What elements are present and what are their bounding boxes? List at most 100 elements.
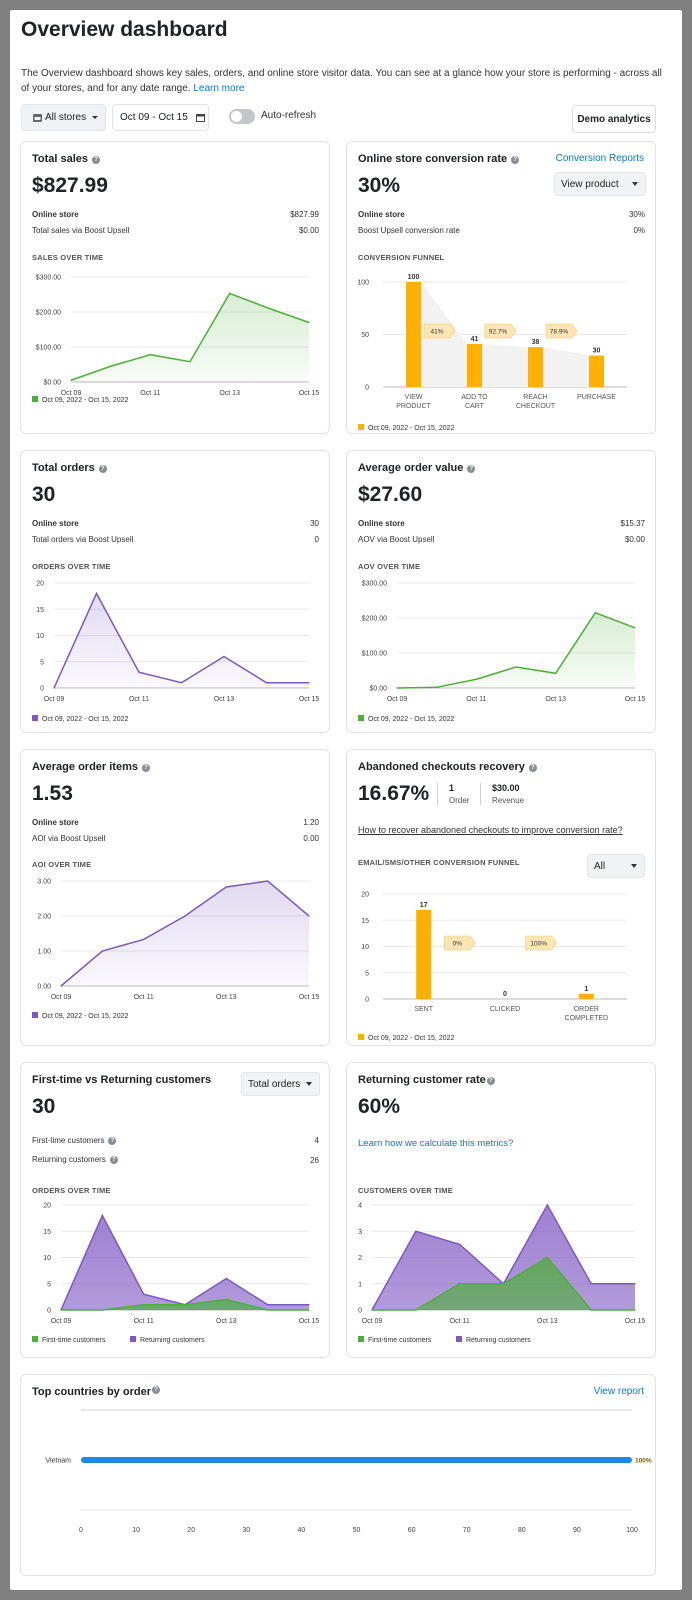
auto-refresh-toggle[interactable] [229, 109, 255, 124]
x-tick-label: 30 [242, 1527, 250, 1534]
x-tick-label: Oct 13 [219, 390, 240, 397]
data-point [149, 354, 151, 356]
aoi-over-time-chart: 0.00 1.00 2.00 3.00 Oct 09 Oct 11 Oct 13 Oct 15… [32, 879, 319, 1020]
store-select[interactable]: All stores [21, 104, 106, 131]
series-area [54, 593, 309, 688]
conversion-reports-link[interactable]: Conversion Reports [555, 153, 644, 164]
metric-label: Online store [32, 210, 79, 219]
x-tick-label: Oct 13 [545, 696, 566, 703]
y-tick-label: 15 [43, 1229, 51, 1236]
x-tick-label: Oct 15 [299, 1318, 320, 1325]
y-tick-label: 20 [43, 1203, 51, 1210]
auto-refresh-label: Auto-refresh [261, 110, 317, 121]
data-point [267, 1309, 269, 1311]
data-point [308, 1304, 310, 1306]
x-tick-label: Oct 11 [450, 1318, 470, 1325]
data-point [634, 1309, 636, 1311]
x-tick-label: 90 [573, 1527, 581, 1534]
data-point [225, 886, 227, 888]
data-point [555, 672, 557, 674]
metric-label: Online store [358, 210, 405, 219]
y-tick-label: 15 [361, 918, 369, 925]
y-tick-label: 10 [36, 633, 44, 640]
x-tick-label: 20 [187, 1527, 195, 1534]
section-heading: AOV OVER TIME [358, 562, 421, 571]
data-point [590, 1283, 592, 1285]
legend-swatch [358, 1336, 364, 1342]
data-point [475, 678, 477, 680]
section-heading: EMAIL/SMS/OTHER CONVERSION FUNNEL [358, 858, 520, 867]
y-tick-label: 10 [43, 1255, 51, 1262]
help-icon[interactable]: ? [92, 156, 101, 164]
section-heading: ORDERS OVER TIME [32, 1186, 111, 1195]
series-area [61, 881, 309, 986]
chevron-down-icon [631, 864, 637, 868]
legend-label: Oct 09, 2022 - Oct 15, 2022 [42, 397, 128, 404]
y-tick-label: 0 [365, 385, 369, 392]
series-area [397, 612, 635, 688]
data-point [396, 687, 398, 689]
data-point [53, 687, 55, 689]
divider [437, 783, 438, 805]
date-range-picker[interactable]: Oct 09 - Oct 15 [112, 104, 209, 131]
y-tick-label: 20 [361, 892, 369, 899]
learn-more-link[interactable]: Learn more [193, 83, 245, 94]
data-point [634, 1283, 636, 1285]
help-icon[interactable]: ? [151, 1386, 160, 1394]
channel-select[interactable]: All [587, 854, 645, 878]
y-tick-label: $200.00 [36, 310, 61, 317]
x-tick-label: Oct 15 [299, 696, 320, 703]
data-point [60, 985, 62, 987]
card-title: Total orders? [32, 462, 107, 474]
category-label: SENT [414, 1006, 433, 1013]
card-title: First-time vs Returning customers [32, 1074, 212, 1086]
card-title: Average order items? [32, 761, 150, 773]
x-tick-label: Oct 15 [625, 1318, 646, 1325]
demo-analytics-button[interactable]: Demo analytics [572, 105, 656, 133]
help-icon[interactable]: ? [528, 764, 537, 772]
card-title: Average order value? [358, 462, 476, 474]
y-tick-label: 0 [365, 997, 369, 1004]
legend-swatch [456, 1336, 462, 1342]
category-label: REACH [523, 394, 548, 401]
help-icon[interactable]: ? [511, 156, 520, 164]
help-icon[interactable]: ? [108, 1137, 117, 1145]
funnel-type-select[interactable]: View product [554, 172, 646, 196]
data-point [308, 1309, 310, 1311]
data-point [225, 1298, 227, 1301]
help-icon[interactable]: ? [141, 764, 150, 772]
x-tick-label: Oct 09 [44, 696, 65, 703]
help-icon[interactable]: ? [486, 1077, 495, 1085]
metric-select[interactable]: Total orders [241, 1072, 320, 1096]
step-rate-label: 100% [530, 941, 547, 948]
step-rate-label: 92.7% [489, 329, 508, 336]
email-sms-funnel-chart: 0 5 10 15 20 17 SENT 0 CLICKED 1 ORDER COMPLETED 0% 1… [358, 892, 627, 1042]
help-icon[interactable]: ? [109, 1156, 118, 1164]
data-point [308, 682, 310, 684]
recovered-revenue-value: $30.00 [492, 783, 520, 793]
y-tick-label: 5 [40, 659, 44, 666]
category-label: COMPLETED [565, 1015, 609, 1022]
category-label: PURCHASE [577, 394, 616, 401]
calculate-metrics-link[interactable]: Learn how we calculate this metrics? [358, 1138, 514, 1149]
help-icon[interactable]: ? [98, 465, 107, 473]
help-icon[interactable]: ? [467, 465, 476, 473]
legend-swatch [32, 1012, 38, 1018]
view-report-link[interactable]: View report [593, 1386, 644, 1397]
data-point [459, 1243, 461, 1245]
recover-checkouts-link[interactable]: How to recover abandoned checkouts to im… [358, 825, 623, 835]
y-tick-label: 0 [40, 686, 44, 693]
card-title: Top countries by order? [32, 1386, 160, 1398]
legend-swatch [358, 1034, 364, 1040]
x-tick-label: Oct 11 [134, 1318, 154, 1325]
y-tick-label: 2 [358, 1255, 362, 1262]
x-tick-label: 60 [408, 1527, 416, 1534]
legend-swatch [32, 396, 38, 402]
metric-label: Total orders via Boost Upsell [32, 535, 134, 544]
category-label: CHECKOUT [516, 403, 556, 410]
calendar-icon [195, 114, 205, 122]
y-tick-label: 1 [358, 1281, 362, 1288]
legend-swatch [32, 1336, 38, 1342]
y-tick-label: $300.00 [362, 581, 387, 588]
bar-value-label: 30 [593, 348, 601, 355]
